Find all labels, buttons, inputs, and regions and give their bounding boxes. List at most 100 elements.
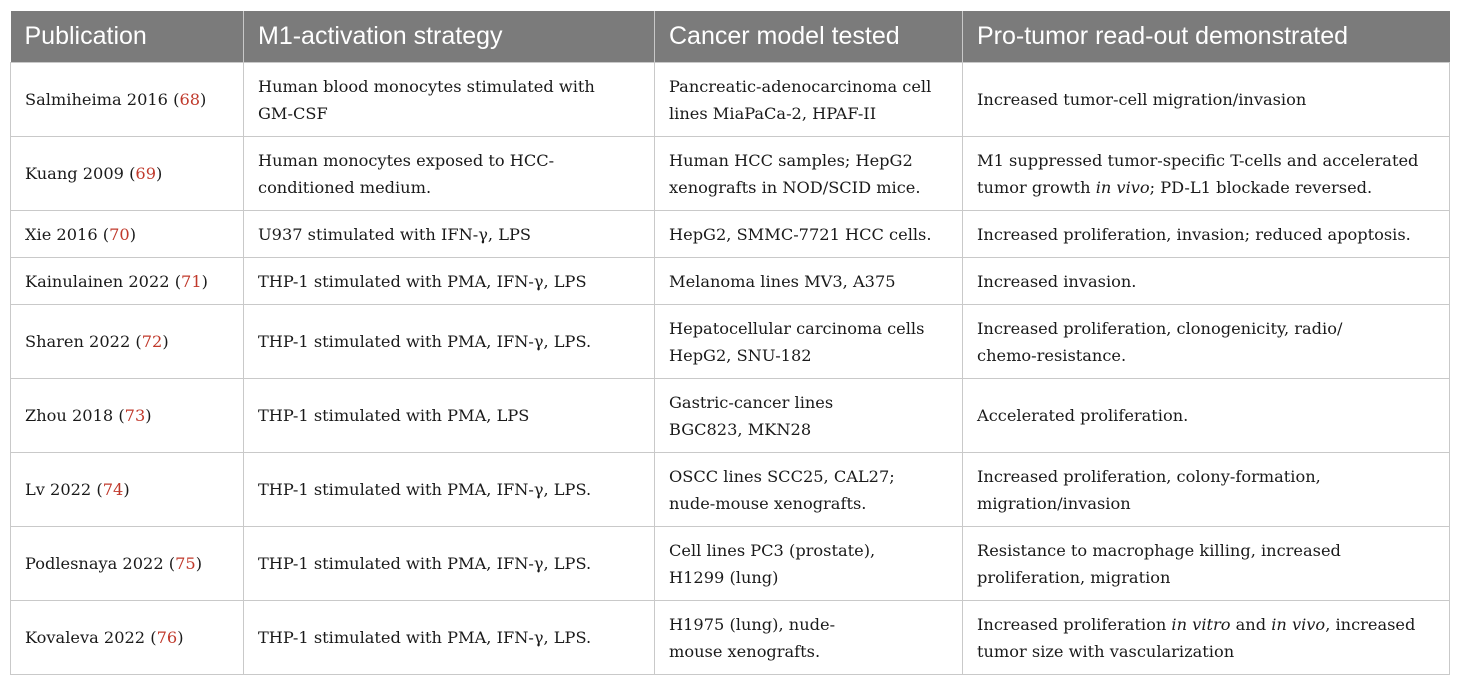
readout-italic-text: in vitro	[1171, 614, 1231, 634]
readout-text: ; PD-L1 blockade reversed.	[1149, 177, 1373, 197]
strategy-cell: U937 stimulated with IFN-γ, LPS	[243, 210, 655, 258]
strategy-cell: Human blood monocytes stimulated with GM…	[243, 62, 655, 137]
readout-text-line: Resistance to macrophage killing, increa…	[977, 540, 1341, 560]
table-row: Lv 2022 (74) THP-1 stimulated with PMA, …	[10, 452, 1450, 527]
publication-cell: Kovaleva 2022 (76)	[10, 600, 244, 675]
readout-text: and	[1230, 614, 1272, 634]
header-m1-activation-strategy: M1-activation strategy	[243, 11, 655, 63]
strategy-text-line: THP-1 stimulated with PMA, IFN-γ, LPS.	[258, 628, 592, 647]
publication-name: Podlesnaya 2022	[25, 554, 164, 573]
model-text-line: mouse xenografts.	[669, 641, 821, 661]
publication-name: Xie 2016	[25, 224, 98, 244]
readout-text-line: chemo-resistance.	[977, 345, 1127, 365]
model-cell: Hepatocellular carcinoma cells HepG2, SN…	[654, 304, 963, 379]
reference-link[interactable]: 73	[124, 406, 146, 425]
reference-link[interactable]: 75	[175, 554, 196, 573]
table-row: Podlesnaya 2022 (75) THP-1 stimulated wi…	[10, 526, 1450, 601]
publications-table-container: Publication M1-activation strategy Cance…	[10, 11, 1450, 675]
table-row: Kainulainen 2022 (71) THP-1 stimulated w…	[10, 257, 1450, 305]
reference-link[interactable]: 71	[181, 271, 202, 291]
publication-cell: Kainulainen 2022 (71)	[10, 257, 244, 305]
readout-text-line: Increased tumor-cell migration/invasion	[977, 90, 1307, 109]
publication-name: Sharen 2022	[25, 332, 131, 351]
readout-text-line: tumor size with vascularization	[977, 641, 1235, 661]
model-text-line: xenografts in NOD/SCID mice.	[669, 177, 921, 197]
model-cell: Melanoma lines MV3, A375	[654, 257, 963, 305]
readout-cell: Increased tumor-cell migration/invasion	[962, 62, 1450, 137]
readout-text-line: Increased invasion.	[977, 271, 1137, 291]
publication-cell: Xie 2016 (70)	[10, 210, 244, 258]
table-body: Salmiheima 2016 (68) Human blood monocyt…	[10, 62, 1450, 675]
model-cell: Cell lines PC3 (prostate), H1299 (lung)	[654, 526, 963, 601]
readout-text-line: Increased proliferation in vitro and in …	[977, 611, 1435, 638]
reference-link[interactable]: 76	[156, 628, 178, 647]
table-row: Zhou 2018 (73) THP-1 stimulated with PMA…	[10, 378, 1450, 453]
model-text-line: nude-mouse xenografts.	[669, 493, 867, 513]
publication-cell: Lv 2022 (74)	[10, 452, 244, 527]
model-text-line: Pancreatic-adenocarcinoma cell	[669, 76, 932, 96]
model-text-line: Gastric-cancer lines	[669, 392, 834, 412]
readout-cell: M1 suppressed tumor-specific T-cells and…	[962, 136, 1450, 211]
readout-text-line: Accelerated proliferation.	[977, 406, 1189, 425]
readout-text: , increased	[1325, 614, 1416, 634]
readout-cell: Increased proliferation, invasion; reduc…	[962, 210, 1450, 258]
publications-table: Publication M1-activation strategy Cance…	[10, 11, 1450, 675]
publication-name: Zhou 2018	[25, 406, 114, 425]
strategy-cell: THP-1 stimulated with PMA, IFN-γ, LPS.	[243, 526, 655, 601]
readout-text-line: M1 suppressed tumor-specific T-cells and…	[977, 150, 1419, 170]
model-text-line: Human HCC samples; HepG2	[669, 150, 913, 170]
readout-text-line: Increased proliferation, clonogenicity, …	[977, 318, 1343, 338]
readout-italic-text: in vivo	[1271, 614, 1326, 634]
strategy-text-line: THP-1 stimulated with PMA, IFN-γ, LPS.	[258, 554, 592, 573]
model-text-line: Hepatocellular carcinoma cells	[669, 318, 925, 338]
table-row: Kovaleva 2022 (76) THP-1 stimulated with…	[10, 600, 1450, 675]
strategy-cell: THP-1 stimulated with PMA, IFN-γ, LPS	[243, 257, 655, 305]
model-text-line: BGC823, MKN28	[669, 419, 812, 439]
readout-text-line: migration/invasion	[977, 493, 1131, 513]
readout-text: tumor growth	[977, 177, 1096, 197]
table-header: Publication M1-activation strategy Cance…	[10, 11, 1450, 63]
model-text-line: HepG2, SMMC-7721 HCC cells.	[669, 224, 932, 244]
model-cell: OSCC lines SCC25, CAL27; nude-mouse xeno…	[654, 452, 963, 527]
publication-cell: Kuang 2009 (69)	[10, 136, 244, 211]
readout-cell: Increased invasion.	[962, 257, 1450, 305]
table-row: Sharen 2022 (72) THP-1 stimulated with P…	[10, 304, 1450, 379]
strategy-text-line: THP-1 stimulated with PMA, LPS	[258, 406, 530, 425]
table-row: Salmiheima 2016 (68) Human blood monocyt…	[10, 62, 1450, 137]
strategy-text-line: GM-CSF	[258, 103, 328, 123]
strategy-cell: THP-1 stimulated with PMA, IFN-γ, LPS.	[243, 304, 655, 379]
readout-text-line: Increased proliferation, invasion; reduc…	[977, 224, 1411, 244]
table-row: Kuang 2009 (69) Human monocytes exposed …	[10, 136, 1450, 211]
strategy-text-line: Human blood monocytes stimulated with	[258, 76, 595, 96]
header-pro-tumor-readout: Pro-tumor read-out demonstrated	[962, 11, 1450, 63]
readout-cell: Accelerated proliferation.	[962, 378, 1450, 453]
model-text-line: HepG2, SNU-182	[669, 345, 812, 365]
header-publication: Publication	[10, 11, 244, 63]
readout-cell: Increased proliferation, colony-formatio…	[962, 452, 1450, 527]
model-text-line: H1975 (lung), nude-	[669, 614, 836, 634]
readout-text: Increased proliferation	[977, 614, 1172, 634]
publication-name: Kuang 2009	[25, 164, 124, 183]
strategy-cell: THP-1 stimulated with PMA, LPS	[243, 378, 655, 453]
strategy-text-line: U937 stimulated with IFN-γ, LPS	[258, 224, 531, 244]
publication-name: Lv 2022	[25, 480, 92, 499]
publication-cell: Salmiheima 2016 (68)	[10, 62, 244, 137]
model-cell: H1975 (lung), nude- mouse xenografts.	[654, 600, 963, 675]
model-text-line: OSCC lines SCC25, CAL27;	[669, 466, 895, 486]
model-text-line: H1299 (lung)	[669, 567, 779, 587]
reference-link[interactable]: 74	[102, 480, 124, 499]
reference-link[interactable]: 68	[179, 90, 201, 109]
readout-text-line: Increased proliferation, colony-formatio…	[977, 466, 1321, 486]
model-cell: Gastric-cancer lines BGC823, MKN28	[654, 378, 963, 453]
table-row: Xie 2016 (70) U937 stimulated with IFN-γ…	[10, 210, 1450, 258]
strategy-text-line: THP-1 stimulated with PMA, IFN-γ, LPS.	[258, 332, 592, 351]
model-text-line: lines MiaPaCa-2, HPAF-II	[669, 103, 877, 123]
reference-link[interactable]: 72	[141, 332, 163, 351]
header-cancer-model-tested: Cancer model tested	[654, 11, 963, 63]
readout-text-line: proliferation, migration	[977, 567, 1171, 587]
readout-cell: Resistance to macrophage killing, increa…	[962, 526, 1450, 601]
reference-link[interactable]: 69	[135, 164, 157, 183]
readout-italic-text: in vivo	[1095, 177, 1150, 197]
publication-cell: Sharen 2022 (72)	[10, 304, 244, 379]
reference-link[interactable]: 70	[109, 224, 130, 244]
